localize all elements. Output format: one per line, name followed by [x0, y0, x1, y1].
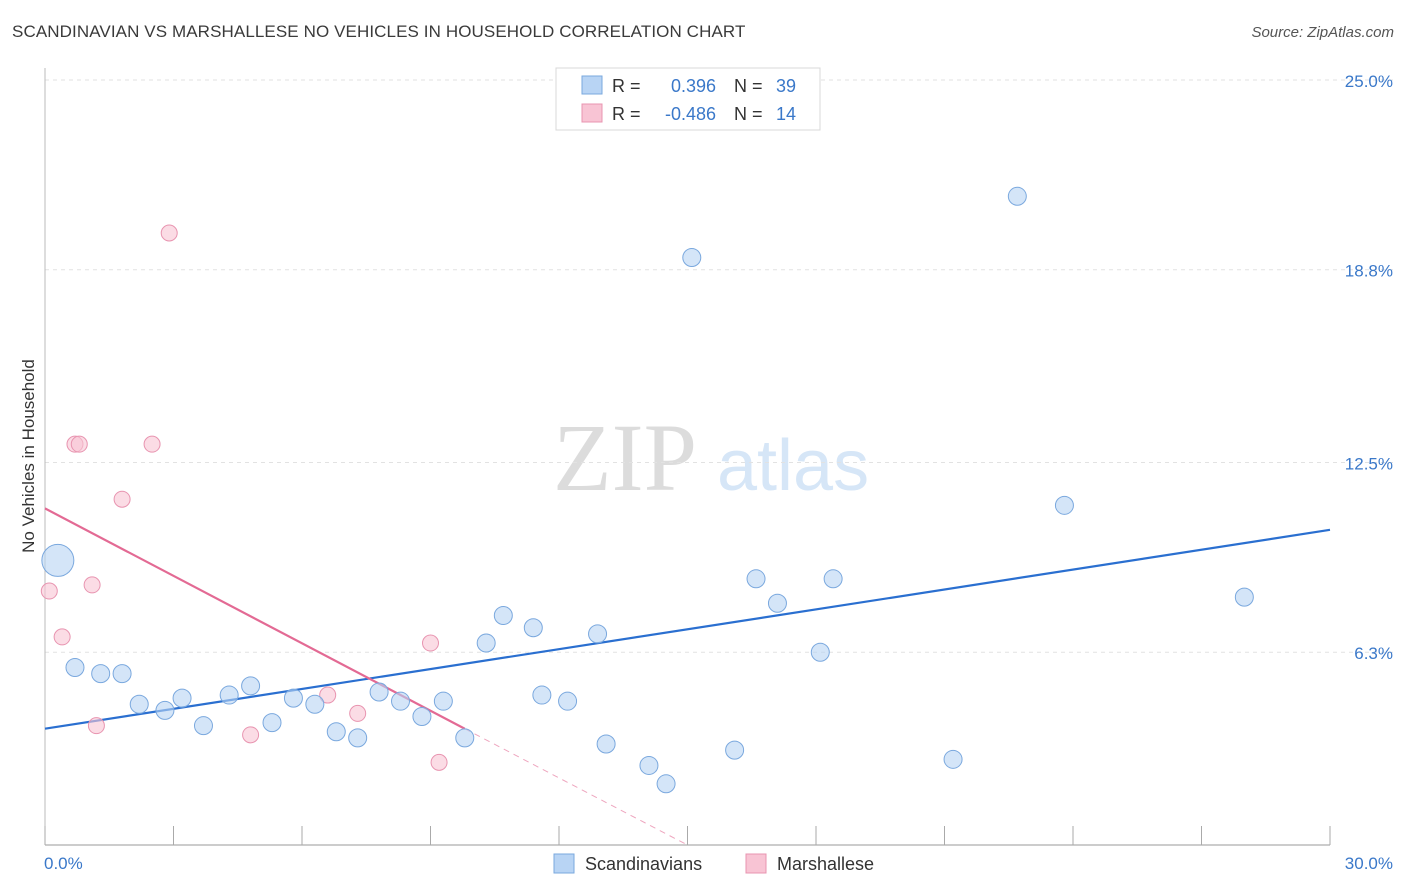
x-tick-label-max: 30.0% [1345, 854, 1393, 873]
scandinavian-point [493, 606, 513, 625]
scandinavian-point [1054, 495, 1074, 515]
scandinavian-point [746, 569, 766, 589]
ytick-layer: 6.3% 12.5% 18.8% 25.0% [1345, 72, 1393, 663]
legend-bottom: Scandinavians Marshallese [553, 853, 874, 874]
scandinavian-point [1234, 587, 1254, 607]
scandinavian-point [155, 700, 175, 720]
y-tick-label: 6.3% [1354, 644, 1393, 663]
scandinavian-point [588, 624, 608, 644]
y-axis-label: No Vehicles in Household [19, 359, 38, 553]
chart-title: SCANDINAVIAN VS MARSHALLESE NO VEHICLES … [12, 22, 746, 41]
scandinavian-point [348, 728, 368, 748]
legend-r-value-1: 0.396 [671, 76, 716, 96]
marshallese-point [40, 582, 58, 600]
marshallese-point [87, 717, 105, 735]
marshallese-point [113, 490, 131, 508]
scandinavian-point [1007, 186, 1027, 206]
y-tick-label: 18.8% [1345, 262, 1393, 281]
marshallese-point [83, 576, 101, 594]
marshallese-point [349, 704, 367, 722]
scandinavian-point [823, 569, 843, 589]
scandinavian-point [943, 749, 963, 769]
trend-line-scandinavians [44, 528, 1331, 730]
marshallese-point [70, 435, 88, 453]
axis-layer [44, 68, 1331, 846]
source-label: Source: ZipAtlas.com [1251, 24, 1394, 41]
trend-line-marshallese [44, 507, 466, 730]
scandinavian-point [219, 685, 239, 705]
legend-n-label-1: N = [734, 76, 763, 96]
scandinavian-point [433, 691, 453, 711]
y-tick-label: 25.0% [1345, 72, 1393, 91]
marshallese-point [53, 628, 71, 646]
legend-top: R = 0.396 N = 39 R = -0.486 N = 14 [555, 67, 821, 131]
scandinavian-point [476, 633, 496, 653]
marshallese-point [160, 224, 178, 242]
scandinavian-point [558, 691, 578, 711]
scandinavian-point [41, 543, 75, 577]
legend-bottom-swatch-marshallese [745, 853, 767, 874]
legend-r-label-1: R = [612, 76, 641, 96]
scandinavian-point [391, 691, 411, 711]
watermark-atlas: atlas [717, 426, 869, 506]
scandinavian-point [767, 593, 787, 613]
scandinavian-point [326, 722, 346, 742]
legend-bottom-label-marshallese: Marshallese [777, 854, 874, 874]
scandinavian-point [193, 716, 213, 736]
scandinavian-point [283, 688, 303, 708]
legend-r-label-2: R = [612, 104, 641, 124]
trend-layer [44, 507, 1331, 846]
scandinavian-point [656, 774, 676, 794]
scandinavian-point [112, 664, 132, 684]
marshallese-point [422, 634, 439, 652]
scandinavian-point [412, 706, 432, 726]
marshallese-point [430, 753, 448, 771]
scandinavian-point [65, 658, 85, 678]
y-tick-label: 12.5% [1345, 455, 1393, 474]
scandinavian-point [369, 682, 389, 702]
scandinavian-point [682, 247, 702, 267]
legend-n-value-2: 14 [776, 104, 796, 124]
scandinavian-point [725, 740, 745, 760]
marshallese-point [143, 435, 161, 453]
legend-n-label-2: N = [734, 104, 763, 124]
scandinavian-point [241, 676, 261, 696]
scandinavian-point [172, 688, 192, 708]
point-layer [40, 186, 1254, 794]
scandinavian-point [523, 618, 543, 638]
legend-bottom-swatch-scandinavians [553, 853, 575, 874]
scandinavian-point [91, 664, 111, 684]
trend-line-marshallese-extension [464, 728, 688, 846]
legend-swatch-blue [581, 75, 603, 95]
legend-bottom-label-scandinavians: Scandinavians [585, 854, 702, 874]
scandinavian-point [532, 685, 552, 705]
scandinavian-point [262, 713, 282, 733]
scandinavian-point [596, 734, 616, 754]
scandinavian-point [455, 728, 475, 748]
scandinavian-point [129, 694, 149, 714]
legend-n-value-1: 39 [776, 76, 796, 96]
scandinavian-point [639, 755, 659, 775]
marshallese-point [242, 726, 260, 744]
legend-r-value-2: -0.486 [665, 104, 716, 124]
scandinavian-point [810, 642, 830, 662]
grid-layer [45, 79, 1393, 653]
scandinavian-point [305, 694, 325, 714]
watermark-zip: ZIP [553, 404, 697, 511]
marshallese-point [319, 686, 337, 704]
legend-swatch-pink [581, 103, 603, 123]
x-tick-label-min: 0.0% [44, 854, 83, 873]
